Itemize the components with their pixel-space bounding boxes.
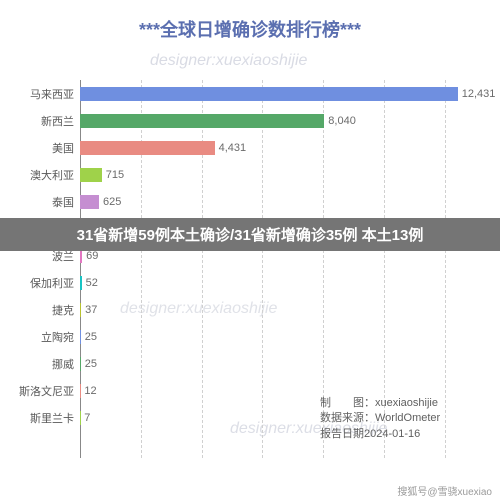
- source-footer: 搜狐号@雪骁xuexiao: [0, 483, 500, 498]
- headline-overlay: 31省新增59例本土确诊/31省新增确诊35例 本土13例: [0, 218, 500, 251]
- bar-value-label: 52: [86, 277, 98, 289]
- credits-block: 制 图：xuexiaoshijie数据来源：WorldOmeter报告日期202…: [320, 396, 440, 442]
- bar: [80, 276, 82, 290]
- bar-value-label: 4,431: [219, 142, 247, 154]
- y-axis-line: [80, 80, 81, 458]
- gridline: [141, 80, 142, 458]
- bar: [80, 168, 102, 182]
- bar-value-label: 25: [85, 358, 97, 370]
- bar: [80, 330, 81, 344]
- y-axis-label: 澳大利亚: [30, 167, 74, 183]
- bar: [80, 357, 81, 371]
- gridline: [262, 80, 263, 458]
- y-axis-label: 美国: [52, 140, 74, 156]
- gridline: [445, 80, 446, 458]
- bar: [80, 141, 215, 155]
- y-axis-label: 斯里兰卡: [30, 410, 74, 426]
- y-axis-label: 新西兰: [41, 113, 74, 129]
- bar: [80, 87, 458, 101]
- credits-line: 数据来源：WorldOmeter: [320, 411, 440, 426]
- y-axis-label: 立陶宛: [41, 329, 74, 345]
- bar-row: 泰国625: [80, 193, 475, 211]
- chart-canvas: ***全球日增确诊数排行榜*** designer:xuexiaoshijied…: [0, 0, 500, 500]
- bar-value-label: 8,040: [328, 115, 356, 127]
- bar-value-label: 12,431: [462, 88, 496, 100]
- bar-value-label: 69: [86, 250, 98, 262]
- bar-row: 澳大利亚715: [80, 166, 475, 184]
- credits-line: 报告日期2024-01-16: [320, 427, 440, 442]
- bar-row: 马来西亚12,431: [80, 85, 475, 103]
- bar-row: 美国4,431: [80, 139, 475, 157]
- bar-row: 保加利亚52: [80, 274, 475, 292]
- bar: [80, 303, 81, 317]
- bar-value-label: 7: [84, 412, 90, 424]
- chart-title: ***全球日增确诊数排行榜***: [0, 0, 500, 42]
- y-axis-label: 泰国: [52, 194, 74, 210]
- y-axis-label: 马来西亚: [30, 86, 74, 102]
- bar-value-label: 37: [85, 304, 97, 316]
- y-axis-label: 挪威: [52, 356, 74, 372]
- y-axis-label: 捷克: [52, 302, 74, 318]
- watermark-text: designer:xuexiaoshijie: [150, 52, 307, 70]
- bar-row: 捷克37: [80, 301, 475, 319]
- y-axis-label: 保加利亚: [30, 275, 74, 291]
- bar-value-label: 715: [106, 169, 124, 181]
- bar: [80, 114, 324, 128]
- bar-row: 立陶宛25: [80, 328, 475, 346]
- gridline: [202, 80, 203, 458]
- credits-line: 制 图：xuexiaoshijie: [320, 396, 440, 411]
- y-axis-label: 斯洛文尼亚: [19, 383, 74, 399]
- bar-row: 挪威25: [80, 355, 475, 373]
- bar-value-label: 12: [84, 385, 96, 397]
- bar: [80, 195, 99, 209]
- bar-value-label: 25: [85, 331, 97, 343]
- bar-value-label: 625: [103, 196, 121, 208]
- bar-row: 新西兰8,040: [80, 112, 475, 130]
